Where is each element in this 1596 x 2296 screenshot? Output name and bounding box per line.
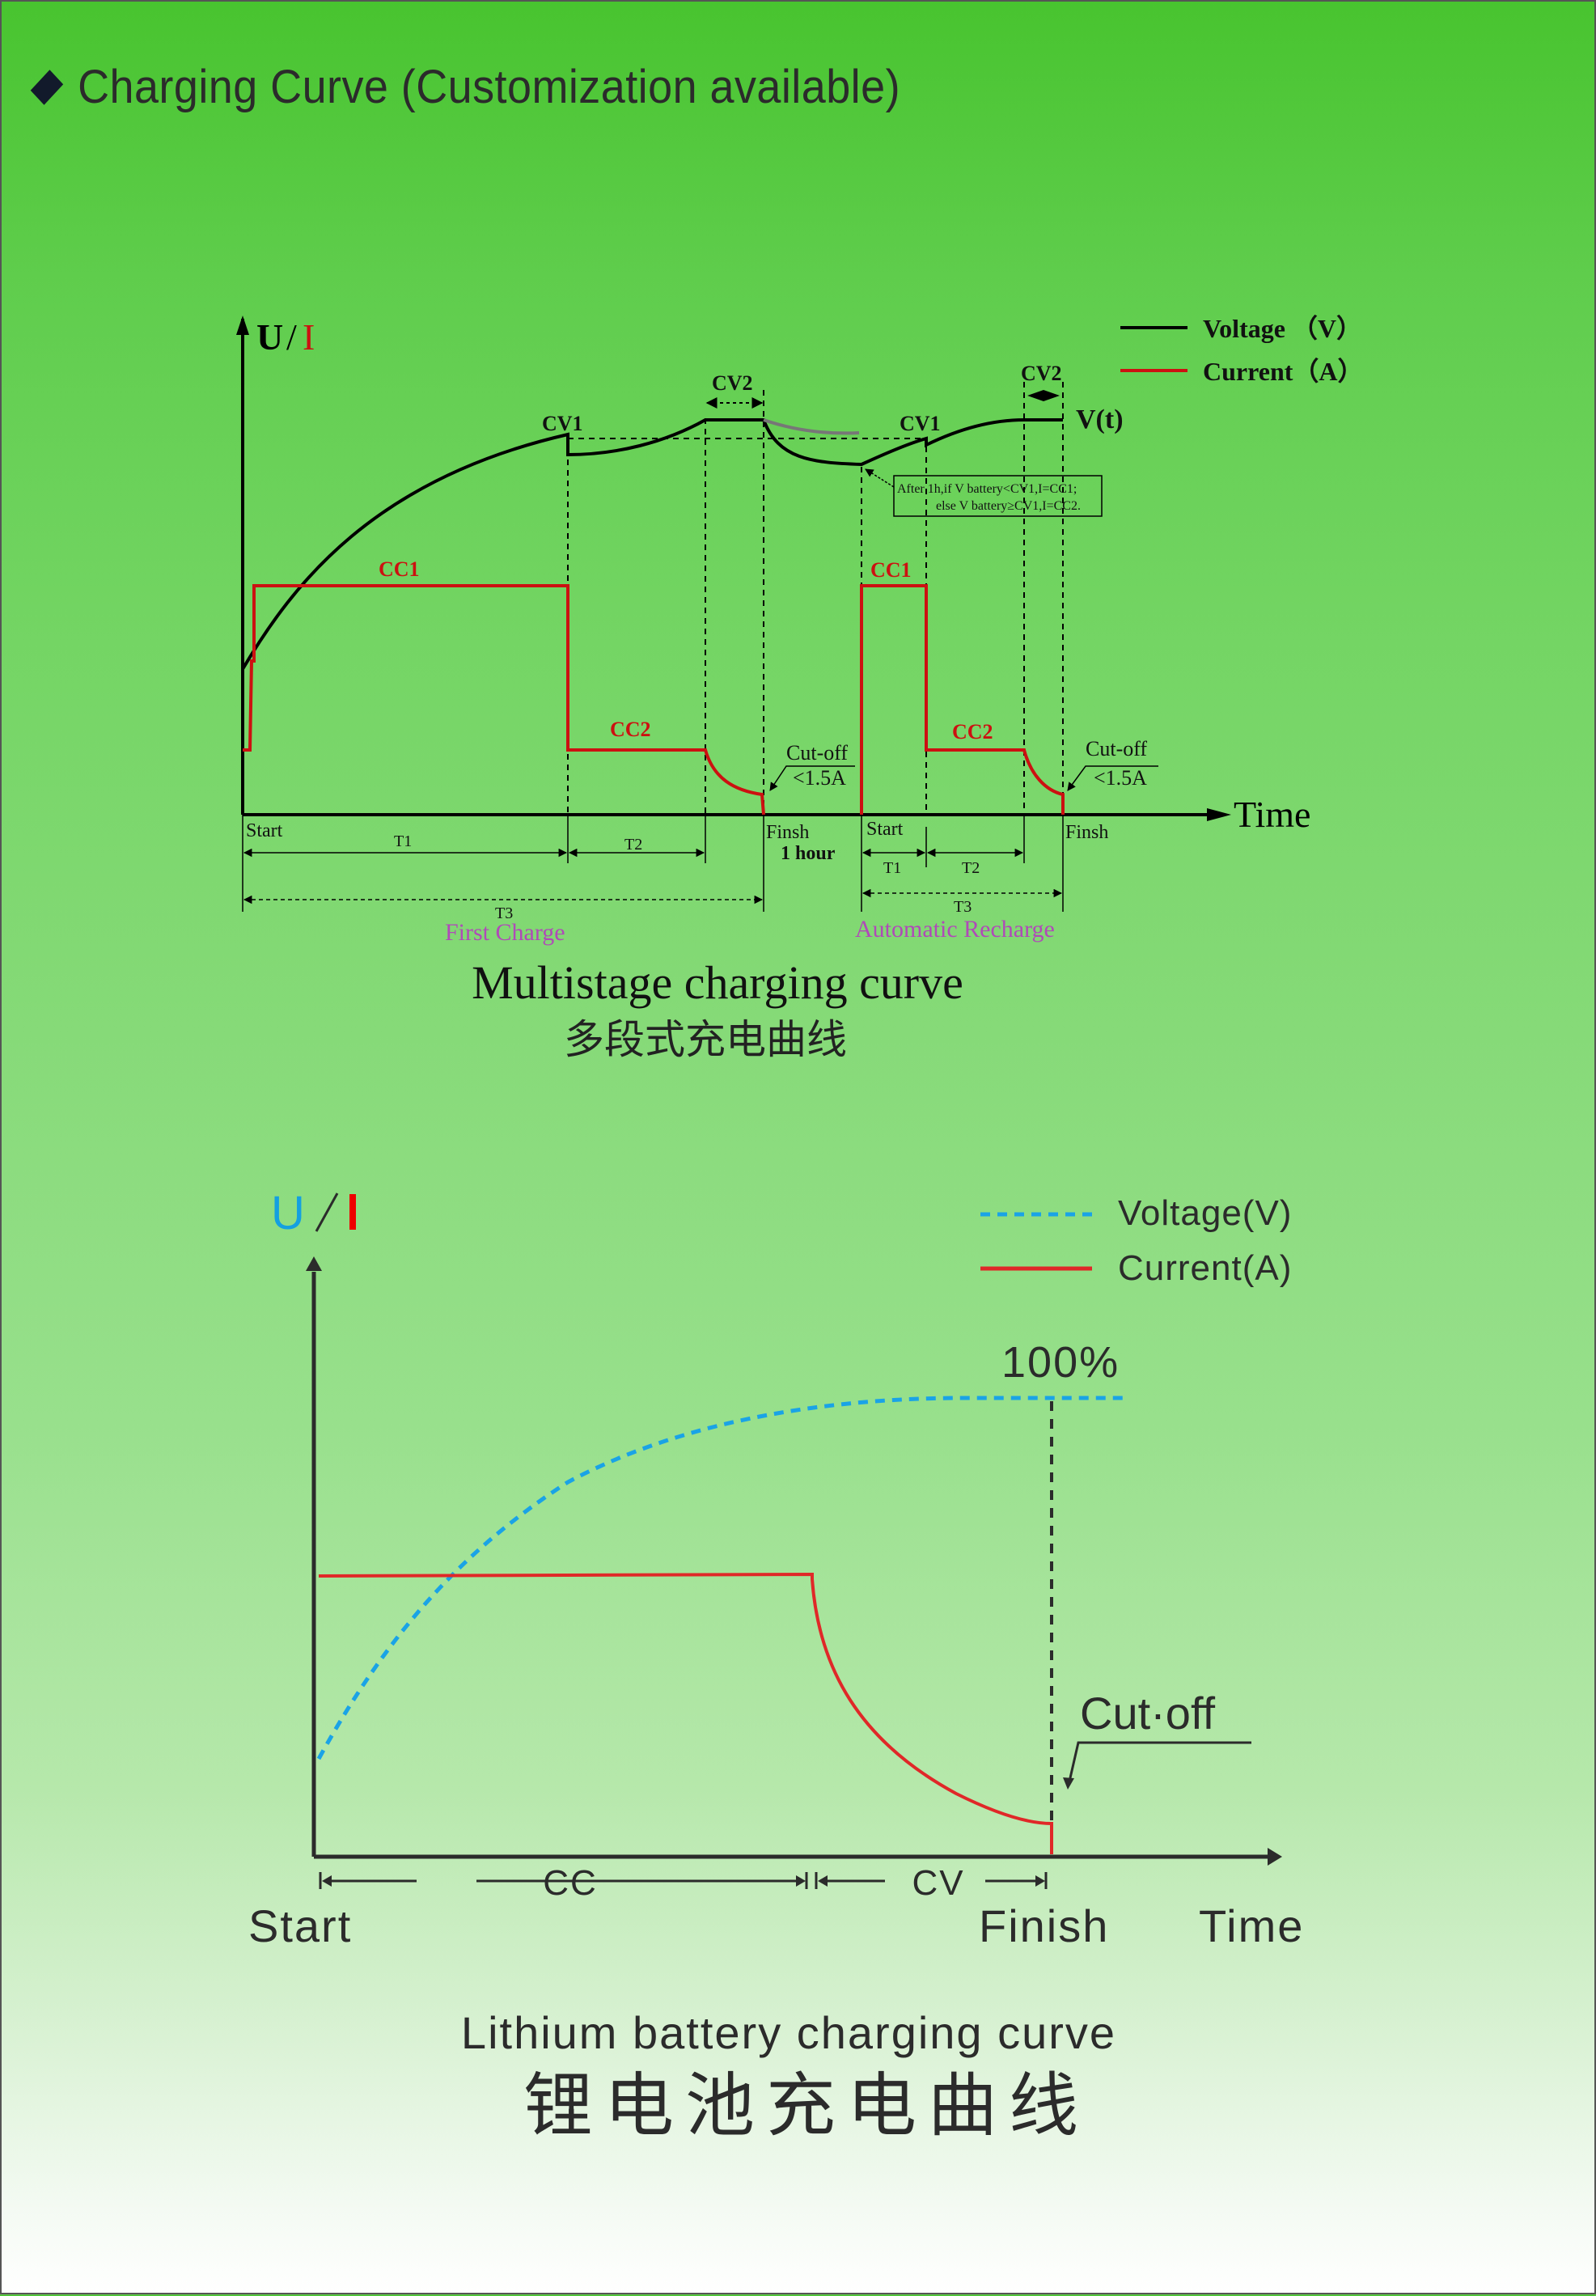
multistage-charging-chart: U / I Voltage （V） Current（A） CV1 CV2 CV1…: [236, 314, 1364, 1062]
legend-voltage-label: Voltage （V）: [1203, 314, 1362, 343]
svg-text:T1: T1: [394, 832, 412, 850]
bottom-chart-subtitle: 锂电池充电曲线: [523, 2067, 1090, 2145]
svg-text:Cut-off: Cut-off: [786, 741, 848, 765]
interval-ticks: [242, 815, 1064, 912]
svg-text:T2: T2: [624, 836, 642, 854]
interval-cv-label: CV: [912, 1863, 964, 1903]
svg-text:T3: T3: [954, 898, 972, 916]
svg-text:T1: T1: [883, 859, 901, 877]
label-cv2-first: CV2: [712, 371, 753, 395]
current-curve: [318, 1572, 1053, 1854]
label-vt: V(t): [1076, 405, 1124, 434]
top-axes: [236, 316, 1231, 821]
top-chart-title: Multistage charging curve: [472, 956, 963, 1009]
bottom-x-label-time: Time: [1199, 1900, 1304, 1951]
bottom-y-label-i: [349, 1194, 356, 1230]
label-cc2-recharge: CC2: [952, 720, 993, 743]
first-charge-intervals: T1 T2 T3 First Charge: [243, 832, 764, 946]
bottom-chart-title: Lithium battery charging curve: [461, 2007, 1116, 2058]
section-title: Charging Curve (Customization available): [78, 61, 901, 113]
label-cc1-recharge: CC1: [870, 558, 912, 582]
phase-automatic-recharge: Automatic Recharge: [855, 916, 1055, 943]
label-finish-recharge: Finsh: [1065, 822, 1108, 843]
bottom-y-label-u: U: [271, 1187, 305, 1239]
label-rest-1-hour: 1 hour: [781, 843, 836, 864]
svg-text:else V battery≥CV1,I=CC2.: else V battery≥CV1,I=CC2.: [936, 499, 1081, 513]
label-cv2-recharge: CV2: [1021, 362, 1062, 385]
recharge-intervals: T1 T2 T3 Automatic Recharge: [855, 848, 1063, 943]
cc-cv-intervals: CC CV: [319, 1863, 1048, 1903]
label-cv1-recharge: CV1: [900, 412, 941, 435]
current-curve: [243, 584, 1065, 815]
voltage-curve: [241, 418, 1063, 671]
top-y-label-i: I: [303, 316, 315, 358]
label-finish-first: Finsh: [766, 822, 809, 843]
top-x-label-time: Time: [1234, 794, 1310, 835]
bottom-y-label-sep: [315, 1192, 339, 1232]
label-start-first: Start: [246, 820, 283, 841]
label-cv1-first: CV1: [542, 412, 583, 435]
label-finish: Finish: [979, 1900, 1109, 1951]
legend-current-label: Current(A): [1118, 1248, 1292, 1288]
top-chart-subtitle: 多段式充电曲线: [564, 1017, 847, 1062]
voltage-curve-dashed: [316, 1396, 1124, 1760]
svg-text:<1.5A: <1.5A: [1094, 766, 1147, 790]
legend-voltage-label: Voltage(V): [1118, 1193, 1292, 1233]
svg-text:Cut·off: Cut·off: [1080, 1688, 1215, 1739]
svg-text:Cut-off: Cut-off: [1086, 737, 1147, 760]
svg-text:<1.5A: <1.5A: [793, 766, 846, 790]
section-heading: Charging Curve (Customization available): [30, 60, 901, 114]
voltage-decay-ghost: [763, 418, 860, 435]
top-legend: Voltage （V） Current（A）: [1120, 314, 1364, 386]
svg-text:After 1h,if V battery<CV1,I=CC: After 1h,if V battery<CV1,I=CC1;: [897, 482, 1077, 496]
phase-first-charge: First Charge: [445, 919, 565, 946]
svg-text:T3: T3: [495, 904, 513, 922]
label-full-100-percent: 100%: [1001, 1338, 1120, 1387]
bottom-axes: [306, 1256, 1282, 1866]
cutoff-annotation: Cut·off: [1063, 1688, 1251, 1790]
label-start-recharge: Start: [866, 819, 904, 840]
legend-current-label: Current（A）: [1203, 357, 1364, 386]
interval-cc-label: CC: [543, 1863, 598, 1903]
top-y-label-sep: /: [286, 316, 297, 358]
label-cc1-first: CC1: [379, 557, 420, 581]
top-y-label-u: U: [256, 316, 283, 358]
cutoff-annotation-2: Cut-off <1.5A: [1067, 737, 1158, 791]
recharge-condition-note: After 1h,if V battery<CV1,I=CC1; else V …: [865, 468, 1103, 517]
svg-text:T2: T2: [962, 859, 980, 877]
cutoff-annotation-1: Cut-off <1.5A: [769, 741, 855, 791]
label-cc2-first: CC2: [610, 718, 651, 741]
bottom-legend: Voltage(V) Current(A): [980, 1193, 1292, 1288]
label-start: Start: [248, 1900, 352, 1951]
